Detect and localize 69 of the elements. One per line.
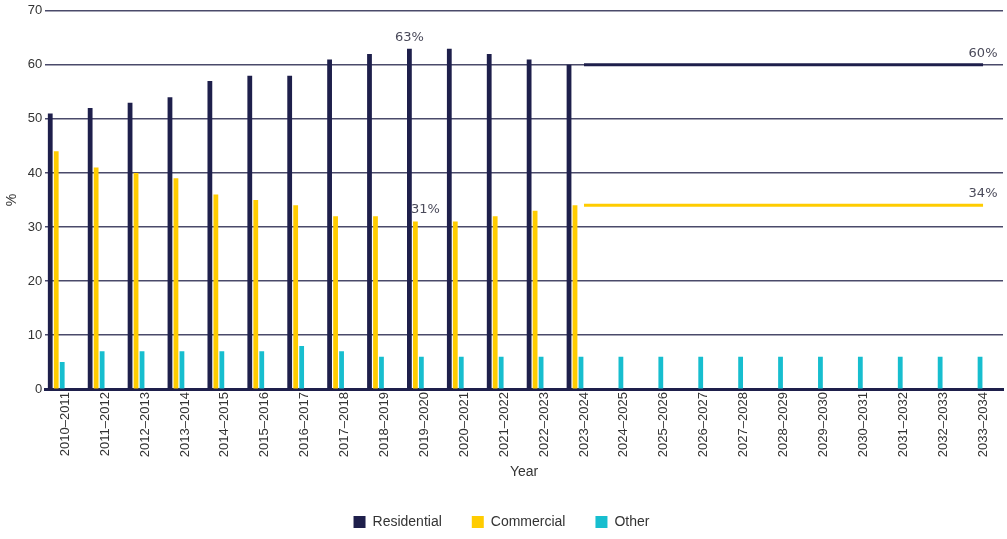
bar [778, 356, 783, 389]
x-tick-label: 2031–2032 [894, 392, 910, 458]
y-tick-label: 60 [27, 56, 43, 72]
x-tick-label: 2014–2015 [216, 392, 232, 458]
x-tick-label: 2023–2024 [575, 392, 591, 458]
bar [373, 216, 378, 389]
bar [219, 351, 225, 389]
bar [253, 199, 259, 389]
x-tick-label: 2028–2029 [775, 392, 791, 458]
bar [333, 216, 338, 389]
bar [93, 167, 99, 389]
bar [452, 221, 458, 389]
bar [59, 362, 65, 389]
x-tick-label: 2030–2031 [854, 392, 870, 458]
bar [53, 151, 59, 389]
x-tick-label: 2012–2013 [136, 392, 152, 458]
legend-label: Commercial [490, 512, 566, 529]
bar [818, 356, 823, 389]
x-tick-label: 2020–2021 [455, 392, 471, 458]
x-tick-label: 2027–2028 [735, 392, 751, 458]
y-tick-label: 20 [27, 272, 43, 288]
y-tick-label: 30 [27, 218, 43, 234]
bar [99, 351, 105, 389]
x-tick-label: 2010–2011 [56, 392, 72, 457]
bar [412, 221, 418, 389]
bar [418, 356, 424, 389]
bar [259, 351, 265, 389]
bar [897, 356, 903, 389]
y-tick-label: 50 [27, 110, 43, 126]
x-tick-label: 2033–2034 [974, 392, 990, 458]
bar [339, 351, 344, 389]
bar [492, 216, 498, 389]
bar [857, 356, 863, 389]
bar [299, 345, 305, 389]
y-tick-label: 40 [27, 164, 43, 180]
x-tick-label: 2021–2022 [495, 392, 511, 458]
x-tick-label: 2018–2019 [376, 392, 392, 458]
bar [698, 356, 704, 389]
bar [738, 356, 744, 389]
data-label: 31% [410, 201, 440, 217]
data-label: 63% [394, 28, 424, 44]
legend-label: Residential [372, 512, 442, 529]
x-tick-label: 2019–2020 [415, 392, 431, 458]
x-axis-title: Year [509, 463, 539, 480]
legend-label: Other [614, 512, 650, 529]
bar [379, 356, 384, 389]
x-tick-label: 2029–2030 [815, 392, 830, 458]
bar [213, 194, 219, 389]
bar [937, 356, 943, 389]
data-label: 34% [968, 185, 998, 201]
x-tick-label: 2016–2017 [296, 392, 312, 458]
bar [293, 205, 299, 389]
x-tick-label: 2017–2018 [336, 392, 352, 458]
x-tick-label: 2011–2012 [96, 392, 112, 457]
x-tick-label: 2015–2016 [256, 392, 272, 458]
y-axis-title: % [3, 193, 20, 207]
y-tick-label: 0 [35, 380, 43, 396]
x-tick-label: 2032–2033 [934, 392, 950, 458]
x-tick-label: 2022–2023 [535, 392, 551, 458]
data-label: 60% [968, 44, 998, 60]
x-tick-label: 2013–2014 [176, 392, 192, 458]
x-tick-label: 2025–2026 [655, 392, 671, 458]
bar [458, 356, 464, 389]
y-tick-label: 70 [27, 2, 43, 18]
y-tick-label: 10 [27, 326, 43, 342]
x-tick-label: 2026–2027 [695, 392, 711, 458]
bar [658, 356, 664, 389]
x-tick-label: 2024–2025 [615, 392, 631, 458]
bar [498, 356, 504, 389]
